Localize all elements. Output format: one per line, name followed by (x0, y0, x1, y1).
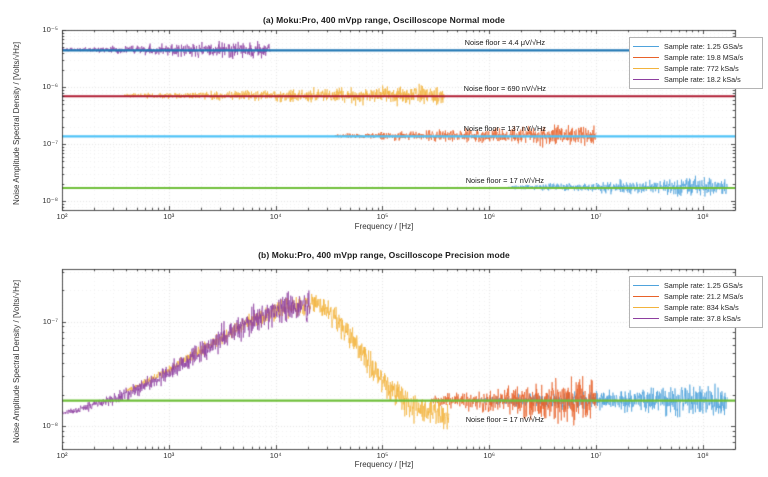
legend-item[interactable]: Sample rate: 21.2 MSa/s (633, 291, 758, 302)
legend-item[interactable]: Sample rate: 37.8 kSa/s (633, 313, 758, 324)
y-tick-label-b: 10⁻⁷ (42, 316, 58, 326)
legend-color-swatch (633, 296, 659, 297)
legend-color-swatch (633, 79, 659, 80)
x-tick-label-b: 10³ (163, 451, 175, 460)
x-tick-label-a: 10² (56, 212, 68, 221)
noise-floor-annotation: Noise floor = 4.4 μV/√Hz (464, 38, 546, 48)
legend-label: Sample rate: 18.2 kSa/s (664, 75, 741, 84)
legend-label: Sample rate: 1.25 GSa/s (664, 42, 743, 51)
x-tick-label-b: 10² (56, 451, 68, 460)
chart-title-b: (b) Moku:Pro, 400 mVpp range, Oscillosco… (258, 250, 510, 260)
chart-canvas-a (0, 0, 768, 240)
y-tick-label-a: 10⁻⁵ (42, 25, 58, 34)
x-tick-label-a: 10⁷ (590, 212, 602, 221)
y-axis-label-b: Noise Amplitude Spectral Density / [Volt… (12, 279, 21, 443)
x-tick-label-b: 10⁸ (697, 451, 709, 460)
legend-item[interactable]: Sample rate: 834 kSa/s (633, 302, 758, 313)
chart-title-a: (a) Moku:Pro, 400 mVpp range, Oscillosco… (262, 15, 506, 25)
legend-color-swatch (633, 285, 659, 286)
legend-label: Sample rate: 19.8 MSa/s (664, 53, 744, 62)
legend-color-swatch (633, 57, 659, 58)
legend-item[interactable]: Sample rate: 19.8 MSa/s (633, 52, 758, 63)
noise-floor-annotation: Noise floor = 17 nV/√Hz (465, 414, 544, 424)
legend-item[interactable]: Sample rate: 18.2 kSa/s (633, 74, 758, 85)
y-tick-label-a: 10⁻⁷ (42, 139, 58, 149)
legend-color-swatch (633, 307, 659, 308)
noise-floor-annotation: Noise floor = 17 nV/√Hz (465, 176, 544, 185)
legend-color-swatch (633, 68, 659, 69)
legend-label: Sample rate: 1.25 GSa/s (664, 281, 743, 290)
legend-color-swatch (633, 46, 659, 47)
legend-a[interactable]: Sample rate: 1.25 GSa/s Sample rate: 19.… (629, 37, 763, 89)
y-axis-label-a: Noise Amplitude Spectral Density / [Volt… (12, 41, 21, 205)
x-tick-label-a: 10⁵ (376, 212, 389, 221)
x-tick-label-b: 10⁵ (376, 451, 389, 460)
legend-label: Sample rate: 834 kSa/s (664, 303, 739, 312)
x-axis-label-a: Frequency / [Hz] (354, 222, 414, 231)
legend-item[interactable]: Sample rate: 772 kSa/s (633, 63, 758, 74)
noise-floor-annotation: Noise floor = 137 nV/√Hz (463, 124, 546, 134)
legend-color-swatch (633, 318, 659, 319)
x-tick-label-b: 10⁴ (269, 451, 282, 460)
y-tick-label-a: 10⁻⁸ (42, 196, 58, 206)
x-tick-label-a: 10⁶ (483, 212, 496, 221)
x-axis-label-b: Frequency / [Hz] (354, 460, 414, 469)
legend-label: Sample rate: 772 kSa/s (664, 64, 739, 73)
y-tick-label-a: 10⁻⁶ (42, 82, 58, 92)
x-tick-label-a: 10³ (163, 212, 175, 221)
x-tick-label-a: 10⁴ (269, 212, 282, 221)
y-tick-label-b: 10⁻⁸ (42, 420, 58, 430)
x-tick-label-a: 10⁸ (697, 212, 709, 221)
legend-b[interactable]: Sample rate: 1.25 GSa/s Sample rate: 21.… (629, 276, 763, 328)
noise-floor-annotation: Noise floor = 690 nV/√Hz (463, 84, 546, 94)
chart-panel-a (0, 0, 768, 240)
legend-item[interactable]: Sample rate: 1.25 GSa/s (633, 41, 758, 52)
legend-item[interactable]: Sample rate: 1.25 GSa/s (633, 280, 758, 291)
legend-label: Sample rate: 37.8 kSa/s (664, 314, 741, 323)
x-tick-label-b: 10⁷ (590, 451, 602, 460)
legend-label: Sample rate: 21.2 MSa/s (664, 292, 744, 301)
x-tick-label-b: 10⁶ (483, 451, 496, 460)
